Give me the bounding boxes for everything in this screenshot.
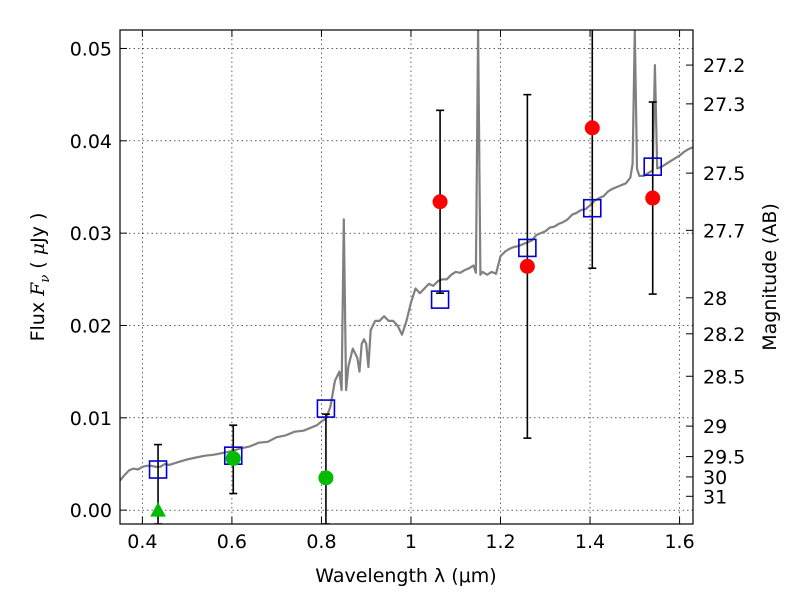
y-axis-label: Flux Fν ( μJy ) (27, 213, 53, 342)
y-tick-label: 0.00 (70, 500, 112, 522)
x-tick-label: 1.2 (485, 531, 515, 553)
right-tick-label: 28 (703, 288, 727, 310)
model-point-square (148, 460, 168, 479)
plot-area (120, 30, 693, 524)
model-point-square (316, 399, 336, 418)
x-tick-label: 1.6 (664, 531, 694, 553)
right-tick-label: 29.5 (703, 447, 745, 469)
y-tick-label: 0.03 (70, 223, 112, 245)
model-point-square (582, 198, 602, 218)
x-tick-label: 0.8 (306, 531, 336, 553)
detection-point (645, 190, 661, 206)
right-tick-label: 31 (703, 486, 727, 508)
right-tick-label: 27.7 (703, 220, 745, 242)
right-tick-label: 27.5 (703, 163, 745, 185)
detection-point (432, 194, 448, 210)
right-tick-label: 28.2 (703, 324, 745, 346)
right-tick-label: 27.3 (703, 94, 745, 116)
plot-frame (119, 29, 694, 525)
x-axis-label: Wavelength λ (μm) (315, 565, 496, 587)
x-tick-label: 0.4 (127, 531, 157, 553)
grid-lines (120, 30, 693, 524)
y-tick-label: 0.01 (70, 408, 112, 430)
plot-series (120, 30, 693, 524)
right-tick-label: 27.2 (703, 55, 745, 77)
detection-point (584, 120, 600, 136)
axes: 0.4 0.6 0.8 1 1.2 1.4 1.6 0.00 0.01 0.02 0.03 0.04 0… (70, 30, 745, 553)
y-axis-right-label: Magnitude (AB) (759, 203, 781, 351)
x-tick-label: 0.6 (217, 531, 247, 553)
y-tick-label: 0.04 (70, 131, 112, 153)
model-point-square (518, 238, 537, 258)
x-tick-label: 1.4 (575, 531, 605, 553)
y-tick-label: 0.02 (70, 315, 112, 337)
right-tick-label: 29 (703, 416, 727, 438)
right-tick-label: 28.5 (703, 366, 745, 388)
model-point-square (430, 290, 450, 309)
upper-limit-triangle (150, 502, 166, 517)
right-tick-label: 30 (703, 467, 727, 489)
upper-limit-point (225, 450, 241, 466)
x-tick-label: 1 (405, 531, 417, 553)
model-point-square (643, 157, 663, 176)
detection-point (519, 258, 535, 274)
upper-limit-point (318, 470, 334, 486)
y-tick-label: 0.05 (70, 38, 112, 60)
